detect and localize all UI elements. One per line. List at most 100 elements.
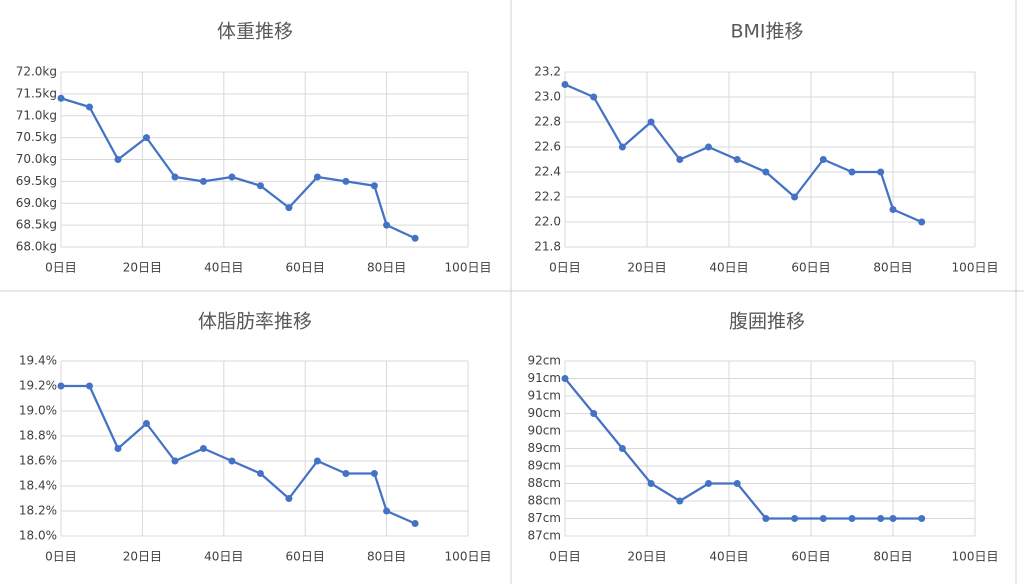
x-tick-label: 20日目 <box>627 550 666 564</box>
x-tick-label: 60日目 <box>286 261 325 275</box>
x-tick-label: 0日目 <box>45 261 77 275</box>
data-point <box>85 103 93 111</box>
y-tick-label: 19.2% <box>19 379 57 393</box>
x-tick-label: 80日目 <box>873 550 912 564</box>
data-point <box>848 515 856 522</box>
data-point <box>142 420 150 427</box>
y-tick-label: 22.2 <box>534 190 561 204</box>
x-tick-label: 80日目 <box>367 261 406 275</box>
data-point <box>647 118 655 126</box>
data-point <box>918 515 926 522</box>
data-point <box>618 445 626 452</box>
x-tick-label: 60日目 <box>286 550 325 564</box>
data-point <box>256 470 264 477</box>
y-tick-label: 22.4 <box>534 165 561 179</box>
data-point <box>313 457 321 465</box>
data-point <box>370 182 378 190</box>
x-tick-label: 0日目 <box>549 550 581 564</box>
y-tick-label: 22.8 <box>534 115 561 129</box>
data-point <box>705 480 712 487</box>
data-point <box>889 515 897 522</box>
y-tick-label: 88cm <box>527 494 561 508</box>
y-tick-label: 72.0kg <box>16 65 57 79</box>
data-point <box>285 204 293 212</box>
data-point <box>676 497 684 505</box>
data-point <box>342 177 350 185</box>
data-point <box>313 173 321 181</box>
data-point <box>819 156 827 163</box>
x-tick-label: 40日目 <box>709 261 748 275</box>
x-tick-label: 60日目 <box>791 550 830 564</box>
data-point <box>171 173 179 181</box>
y-tick-label: 18.0% <box>19 529 57 543</box>
x-tick-label: 20日目 <box>627 261 666 275</box>
y-tick-label: 21.8 <box>534 240 561 254</box>
chart-title: BMI推移 <box>730 21 803 43</box>
y-tick-label: 70.5kg <box>16 130 57 144</box>
y-tick-label: 89cm <box>527 441 561 455</box>
y-tick-label: 89cm <box>527 459 561 473</box>
data-point <box>618 143 626 151</box>
data-point <box>199 445 207 452</box>
data-point <box>918 218 926 226</box>
y-tick-label: 71.0kg <box>16 108 57 122</box>
data-point <box>411 234 419 242</box>
x-tick-label: 0日目 <box>549 261 581 275</box>
x-tick-label: 40日目 <box>204 550 243 564</box>
data-point <box>561 81 569 88</box>
data-point <box>733 156 741 163</box>
y-tick-label: 90cm <box>527 424 561 438</box>
x-tick-label: 20日目 <box>123 261 162 275</box>
y-tick-label: 92cm <box>527 354 561 368</box>
x-tick-label: 100日目 <box>445 261 492 275</box>
data-point <box>411 520 419 527</box>
chart-title: 体脂肪率推移 <box>198 311 312 333</box>
y-tick-label: 18.8% <box>19 429 57 443</box>
y-tick-label: 68.5kg <box>16 218 57 232</box>
data-point <box>256 182 264 190</box>
data-point <box>647 480 655 487</box>
data-point <box>889 206 897 213</box>
y-tick-label: 19.0% <box>19 404 57 418</box>
y-tick-label: 18.2% <box>19 504 57 518</box>
y-tick-label: 88cm <box>527 476 561 490</box>
data-point <box>383 221 391 229</box>
series-line <box>60 97 416 240</box>
data-point <box>561 375 569 382</box>
x-tick-label: 20日目 <box>123 550 162 564</box>
chart-title: 体重推移 <box>217 21 293 43</box>
data-point <box>791 515 799 522</box>
data-point <box>370 470 378 477</box>
data-point <box>590 410 598 417</box>
data-point <box>114 445 122 452</box>
y-tick-label: 22.0 <box>534 215 561 229</box>
x-tick-label: 60日目 <box>791 261 830 275</box>
chart-title: 腹囲推移 <box>729 311 805 333</box>
y-tick-label: 23.0 <box>534 90 561 104</box>
y-tick-label: 70.0kg <box>16 152 57 166</box>
y-tick-label: 69.5kg <box>16 174 57 188</box>
data-point <box>705 143 712 151</box>
x-tick-label: 40日目 <box>709 550 748 564</box>
data-point <box>228 457 236 465</box>
y-tick-label: 23.2 <box>534 65 561 79</box>
data-point <box>285 495 293 502</box>
y-tick-label: 18.4% <box>19 479 57 493</box>
data-point <box>676 156 684 163</box>
data-point <box>342 470 350 477</box>
series-line <box>564 377 922 520</box>
x-tick-label: 100日目 <box>952 550 999 564</box>
series-line <box>61 384 416 525</box>
data-point <box>142 134 150 142</box>
data-point <box>171 457 179 465</box>
data-point <box>57 382 65 390</box>
y-tick-label: 68.0kg <box>16 240 57 254</box>
data-point <box>791 193 799 201</box>
data-point <box>848 168 856 176</box>
data-point <box>877 515 885 522</box>
y-tick-label: 19.4% <box>19 354 57 368</box>
y-tick-label: 87cm <box>527 511 561 525</box>
data-point <box>762 515 770 522</box>
x-tick-label: 80日目 <box>873 261 912 275</box>
